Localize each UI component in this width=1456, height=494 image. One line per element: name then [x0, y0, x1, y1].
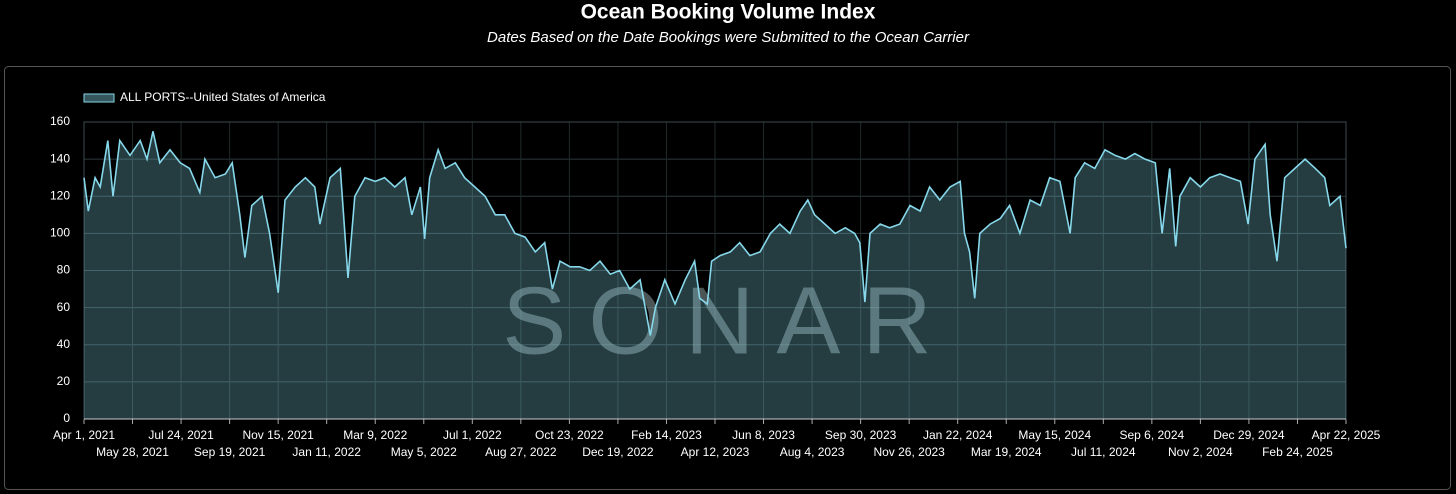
chart-subtitle: Dates Based on the Date Bookings were Su…	[487, 29, 970, 46]
x-tick-label: Dec 19, 2022	[582, 445, 654, 459]
legend-swatch	[83, 93, 115, 103]
x-tick-label: Jul 24, 2021	[148, 428, 214, 442]
y-tick-label: 120	[50, 188, 70, 202]
x-tick-label: Apr 12, 2023	[681, 445, 750, 459]
x-tick-label: Apr 22, 2025	[1312, 428, 1381, 442]
x-tick-label: Nov 15, 2021	[242, 428, 314, 442]
x-tick-label: May 5, 2022	[391, 445, 457, 459]
y-tick-label: 0	[63, 411, 70, 425]
x-tick-label: Aug 27, 2022	[485, 445, 557, 459]
area	[84, 131, 1346, 420]
y-tick-label: 100	[50, 226, 70, 240]
y-tick-label: 160	[50, 114, 70, 128]
x-tick-label: Feb 24, 2025	[1262, 445, 1333, 459]
watermark: SONAR	[502, 267, 953, 374]
x-tick-label: Mar 9, 2022	[343, 428, 407, 442]
x-tick-label: Apr 1, 2021	[53, 428, 115, 442]
x-tick-label: May 15, 2024	[1018, 428, 1091, 442]
panel	[4, 66, 1451, 490]
y-tick-label: 60	[57, 300, 71, 314]
x-tick-label: Jan 22, 2024	[923, 428, 993, 442]
x-tick-label: Feb 14, 2023	[631, 428, 702, 442]
x-tick-label: Nov 2, 2024	[1168, 445, 1233, 459]
x-tick-label: Sep 30, 2023	[825, 428, 897, 442]
y-tick-label: 20	[57, 374, 71, 388]
x-tick-label: Jul 11, 2024	[1071, 445, 1136, 459]
x-tick-label: Jul 1, 2022	[443, 428, 502, 442]
x-tick-label: Mar 19, 2024	[971, 445, 1042, 459]
y-tick-label: 140	[50, 151, 70, 165]
x-tick-label: Sep 19, 2021	[194, 445, 266, 459]
x-tick-label: Aug 4, 2023	[780, 445, 845, 459]
legend-label: ALL PORTS--United States of America	[120, 90, 326, 104]
x-tick-label: Oct 23, 2022	[535, 428, 604, 442]
x-tick-label: Nov 26, 2023	[873, 445, 945, 459]
x-tick-label: Jun 8, 2023	[732, 428, 795, 442]
x-tick-label: Jan 11, 2022	[292, 445, 361, 459]
x-tick-label: Dec 29, 2024	[1213, 428, 1285, 442]
x-tick-label: Sep 6, 2024	[1119, 428, 1184, 442]
y-tick-label: 80	[57, 263, 71, 277]
chart-title: Ocean Booking Volume Index	[581, 1, 876, 24]
line	[83, 131, 1347, 336]
y-tick-label: 40	[57, 337, 71, 351]
x-tick-label: May 28, 2021	[96, 445, 169, 459]
